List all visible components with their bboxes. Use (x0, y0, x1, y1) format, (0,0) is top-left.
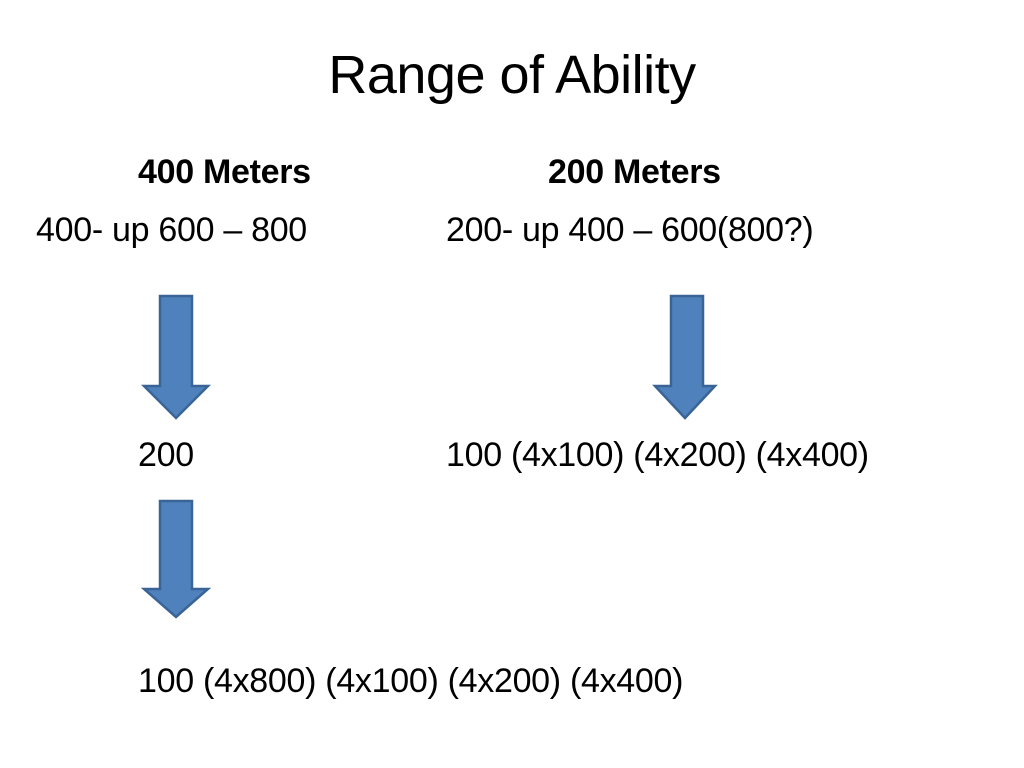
left-column-heading: 400 Meters (138, 153, 311, 191)
right-column-step-1: 100 (4x100) (4x200) (4x400) (446, 436, 869, 474)
down-arrow-icon (141, 499, 211, 625)
left-column-step-2: 100 (4x800) (4x100) (4x200) (4x400) (138, 662, 684, 700)
left-column-step-1: 200 (138, 436, 194, 474)
slide-title: Range of Ability (328, 45, 696, 105)
right-column-range: 200- up 400 – 600(800?) (446, 211, 814, 249)
right-column-heading: 200 Meters (548, 153, 721, 191)
down-arrow-icon (141, 294, 211, 420)
down-arrow-icon (652, 294, 722, 420)
left-column-range: 400- up 600 – 800 (36, 211, 307, 249)
